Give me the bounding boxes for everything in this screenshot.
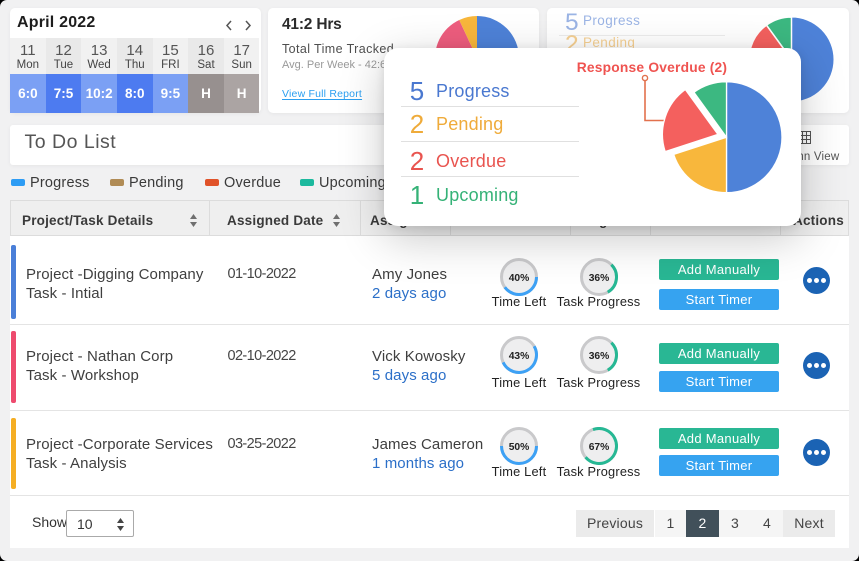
svg-text:67%: 67% — [588, 442, 609, 453]
svg-text:50%: 50% — [509, 442, 530, 453]
svg-text:43%: 43% — [509, 351, 530, 362]
svg-text:36%: 36% — [588, 351, 609, 362]
svg-text:36%: 36% — [588, 273, 609, 284]
svg-text:40%: 40% — [509, 273, 530, 284]
